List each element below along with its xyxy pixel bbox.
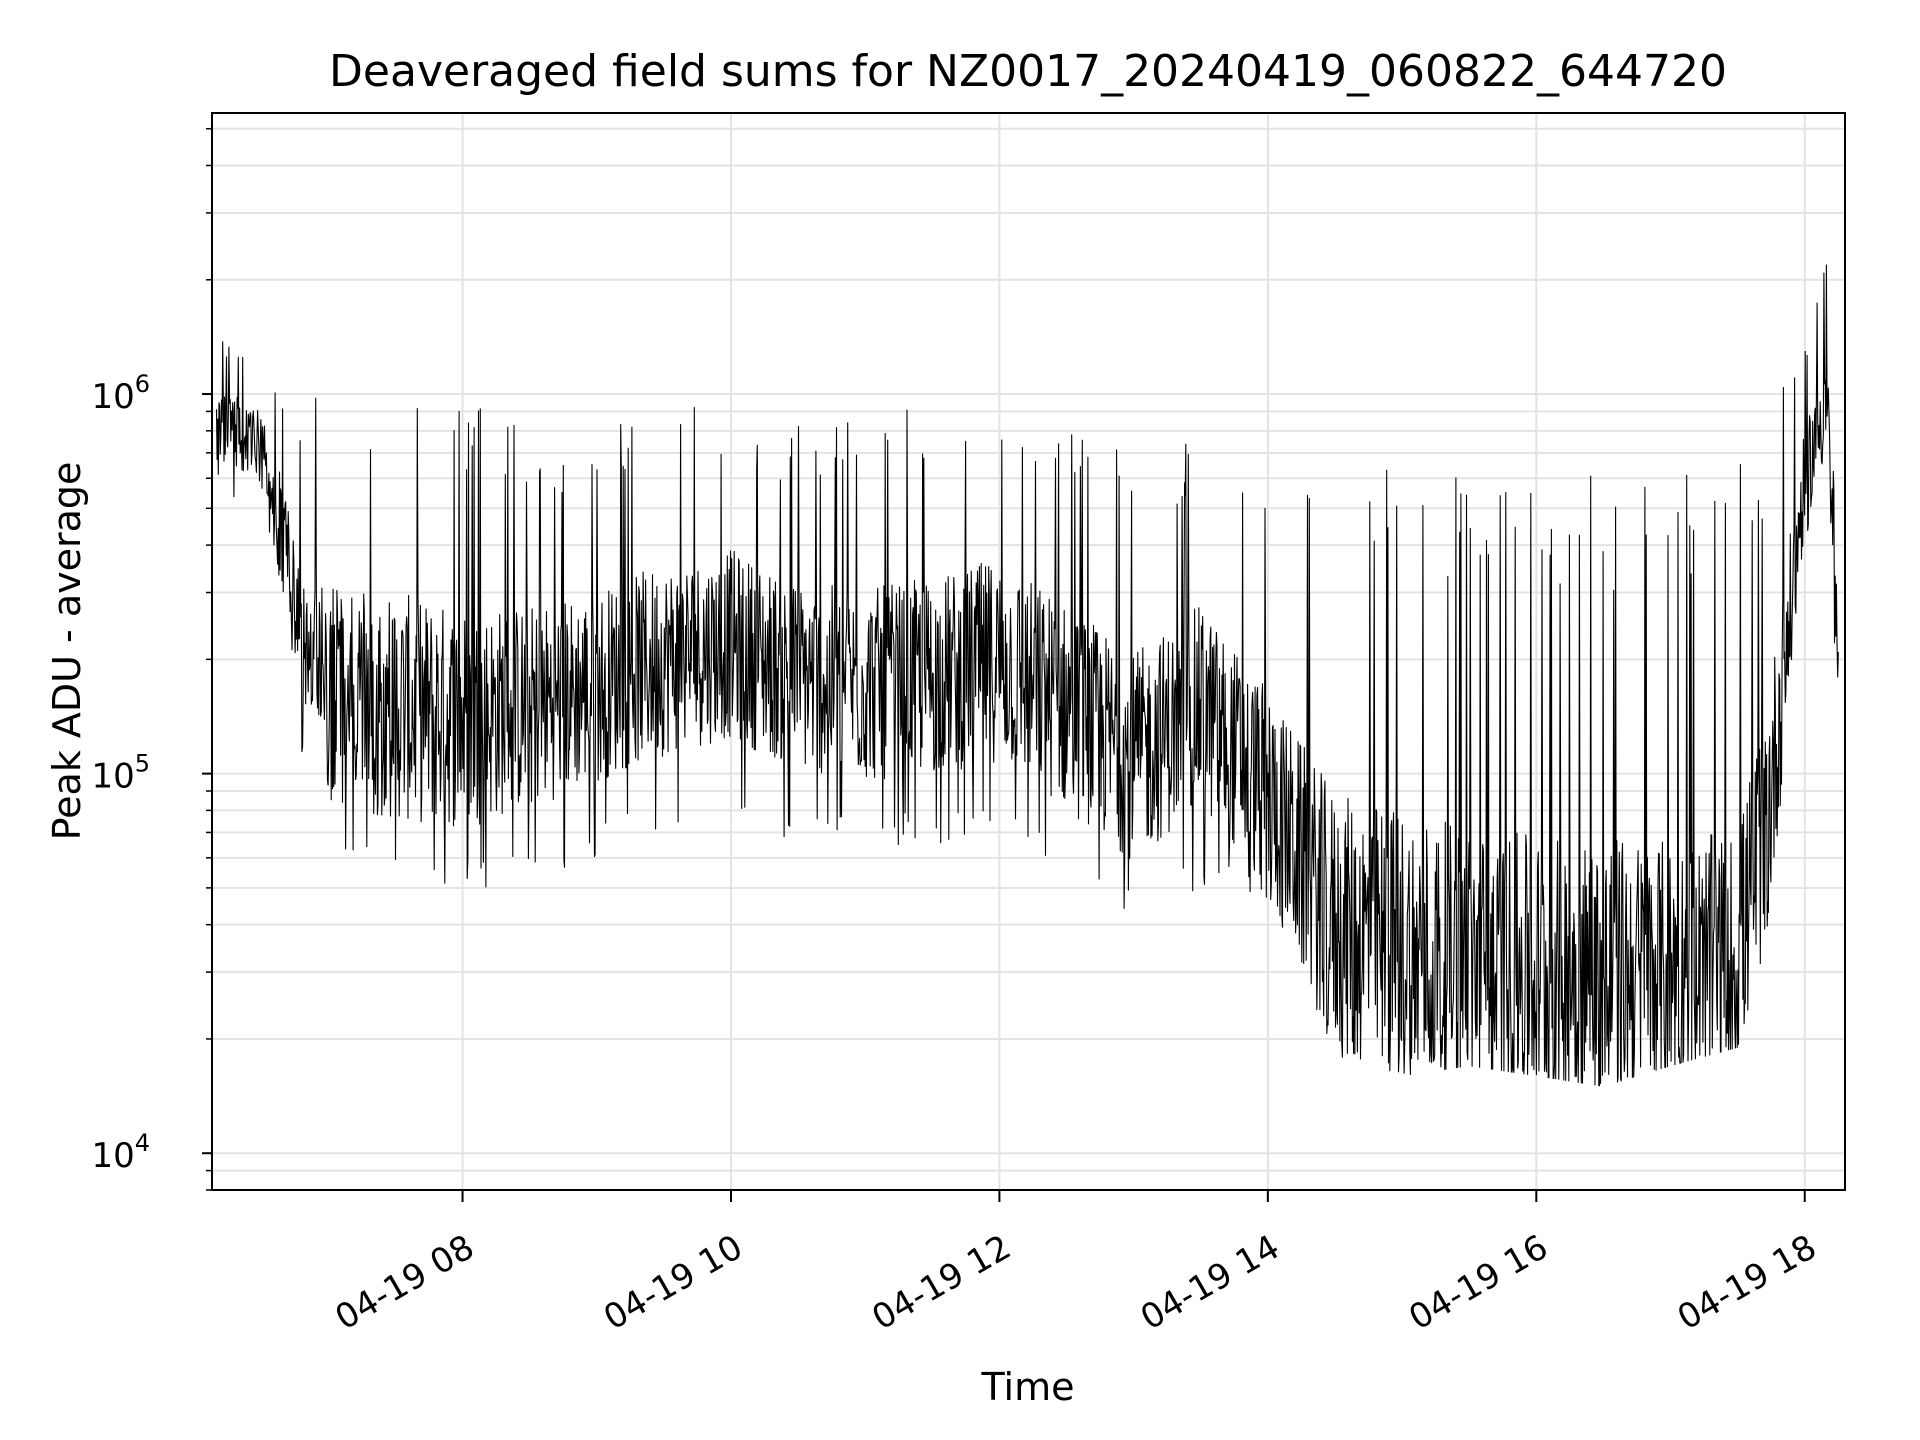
x-tick-label: 04-19 08 xyxy=(329,1227,481,1338)
x-axis-label: Time xyxy=(981,1365,1075,1409)
chart-title: Deaveraged field sums for NZ0017_2024041… xyxy=(329,46,1727,97)
x-tick-label: 04-19 12 xyxy=(866,1227,1018,1338)
series-line xyxy=(215,264,1839,1087)
x-tick-label: 04-19 10 xyxy=(597,1227,749,1338)
y-tick-label: 104 xyxy=(91,1129,150,1176)
x-tick-label: 04-19 14 xyxy=(1134,1227,1286,1338)
y-axis-label: Peak ADU - average xyxy=(45,462,89,841)
x-tick-label: 04-19 16 xyxy=(1402,1227,1554,1338)
series-layer xyxy=(215,264,1839,1087)
y-tick-label: 106 xyxy=(91,370,150,417)
x-tick-label: 04-19 18 xyxy=(1671,1227,1823,1338)
plot-frame xyxy=(211,112,1846,1191)
y-tick-label: 105 xyxy=(91,750,150,797)
